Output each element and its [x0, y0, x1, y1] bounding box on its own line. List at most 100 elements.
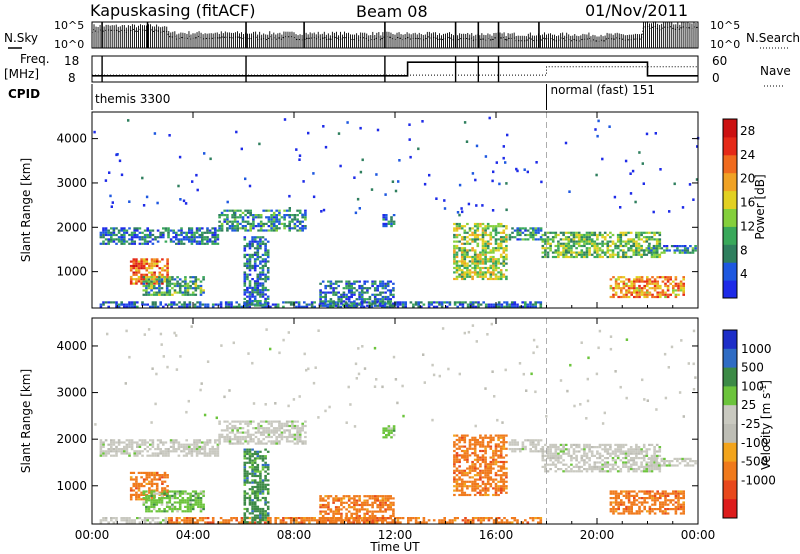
heatmap-cell — [99, 450, 103, 453]
heatmap-cell — [521, 521, 524, 524]
heatmap-cell — [534, 233, 538, 237]
heatmap-cell — [175, 517, 179, 520]
heatmap-cell — [653, 295, 657, 299]
heatmap-cell — [168, 501, 172, 504]
heatmap-cell — [632, 450, 636, 453]
heatmap-cell — [257, 442, 260, 445]
heatmap-cell — [650, 253, 654, 256]
heatmap-cell — [476, 456, 480, 459]
heatmap-cell — [120, 242, 123, 245]
heatmap-cell — [265, 429, 268, 432]
heatmap-cell — [532, 229, 535, 232]
heatmap-cell — [537, 238, 540, 241]
heatmap-cell — [692, 198, 695, 201]
heatmap-cell — [435, 301, 439, 304]
heatmap-cell — [165, 284, 169, 288]
heatmap-cell — [473, 441, 477, 444]
heatmap-cell — [663, 245, 666, 248]
heatmap-cell — [643, 291, 646, 294]
heatmap-cell — [505, 262, 508, 265]
heatmap-cell — [288, 194, 291, 198]
heatmap-cell — [686, 249, 690, 252]
heatmap-cell — [422, 517, 426, 520]
heatmap-cell — [614, 454, 617, 457]
heatmap-cell — [659, 287, 662, 290]
heatmap-cell — [185, 452, 188, 455]
heatmap-cell — [178, 517, 181, 520]
heatmap-cell — [104, 450, 108, 453]
heatmap-cell — [154, 452, 157, 455]
heatmap-cell — [142, 282, 146, 285]
heatmap-cell — [489, 260, 493, 263]
heatmap-cell — [473, 463, 477, 466]
heatmap-cell — [630, 284, 633, 288]
heatmap-cell — [640, 452, 643, 455]
heatmap-cell — [178, 503, 182, 506]
heatmap-cell — [453, 260, 456, 263]
heatmap-cell — [297, 301, 301, 304]
heatmap-cell — [679, 284, 683, 288]
heatmap-cell — [197, 505, 200, 508]
heatmap-cell — [622, 463, 625, 466]
heatmap-cell — [554, 454, 558, 457]
heatmap-cell — [616, 236, 620, 239]
heatmap-cell — [110, 450, 113, 453]
heatmap-cell — [614, 510, 618, 513]
heatmap-cell — [259, 427, 263, 430]
heatmap-cell — [515, 167, 518, 171]
heatmap-cell — [392, 295, 395, 299]
heatmap-cell — [186, 287, 190, 290]
heatmap-cell — [112, 238, 116, 241]
heatmap-cell — [596, 242, 599, 245]
heatmap-cell — [549, 242, 552, 245]
heatmap-cell — [178, 508, 182, 511]
heatmap-cell — [624, 443, 628, 446]
heatmap-cell — [486, 476, 490, 479]
heatmap-cell — [481, 476, 485, 479]
heatmap-cell — [231, 429, 234, 432]
heatmap-cell — [231, 427, 234, 430]
heatmap-cell — [195, 445, 199, 448]
heatmap-cell — [629, 249, 633, 252]
heatmap-cell — [355, 517, 358, 520]
heatmap-cell — [461, 210, 464, 214]
heatmap-cell — [606, 233, 610, 237]
heatmap-cell — [640, 448, 643, 451]
heatmap-cell — [182, 448, 186, 451]
heatmap-cell — [226, 200, 229, 204]
heatmap-cell — [502, 467, 506, 470]
heatmap-cell — [534, 301, 537, 304]
heatmap-cell — [575, 459, 578, 462]
heatmap-cell — [620, 499, 623, 502]
heatmap-cell — [606, 443, 610, 446]
heatmap-cell — [270, 218, 273, 221]
heatmap-cell — [492, 258, 495, 261]
heatmap-cell — [513, 229, 517, 232]
heatmap-cell — [598, 231, 602, 234]
heatmap-cell — [455, 438, 459, 442]
heatmap-cell — [619, 249, 623, 252]
heatmap-cell — [261, 278, 265, 281]
heatmap-cell — [541, 233, 545, 237]
heatmap-cell — [378, 517, 381, 520]
heatmap-cell — [646, 289, 649, 292]
heatmap-cell — [455, 469, 459, 472]
nsearch-tick-top: 10^5 — [710, 19, 740, 32]
heatmap-cell — [627, 459, 630, 462]
heatmap-cell — [471, 255, 474, 259]
heatmap-cell — [137, 471, 141, 474]
heatmap-cell — [601, 236, 604, 239]
heatmap-cell — [261, 286, 265, 289]
heatmap-cell — [164, 521, 168, 524]
heatmap-cell — [259, 267, 262, 270]
heatmap-cell — [110, 443, 113, 446]
heatmap-cell — [583, 448, 586, 451]
heatmap-cell — [249, 422, 252, 425]
heatmap-cell — [637, 468, 641, 471]
heatmap-cell — [674, 278, 678, 281]
heatmap-cell — [222, 519, 225, 522]
heatmap-cell — [577, 446, 581, 449]
heatmap-cell — [468, 242, 472, 245]
heatmap-cell — [169, 229, 173, 232]
heatmap-cell — [596, 233, 599, 237]
